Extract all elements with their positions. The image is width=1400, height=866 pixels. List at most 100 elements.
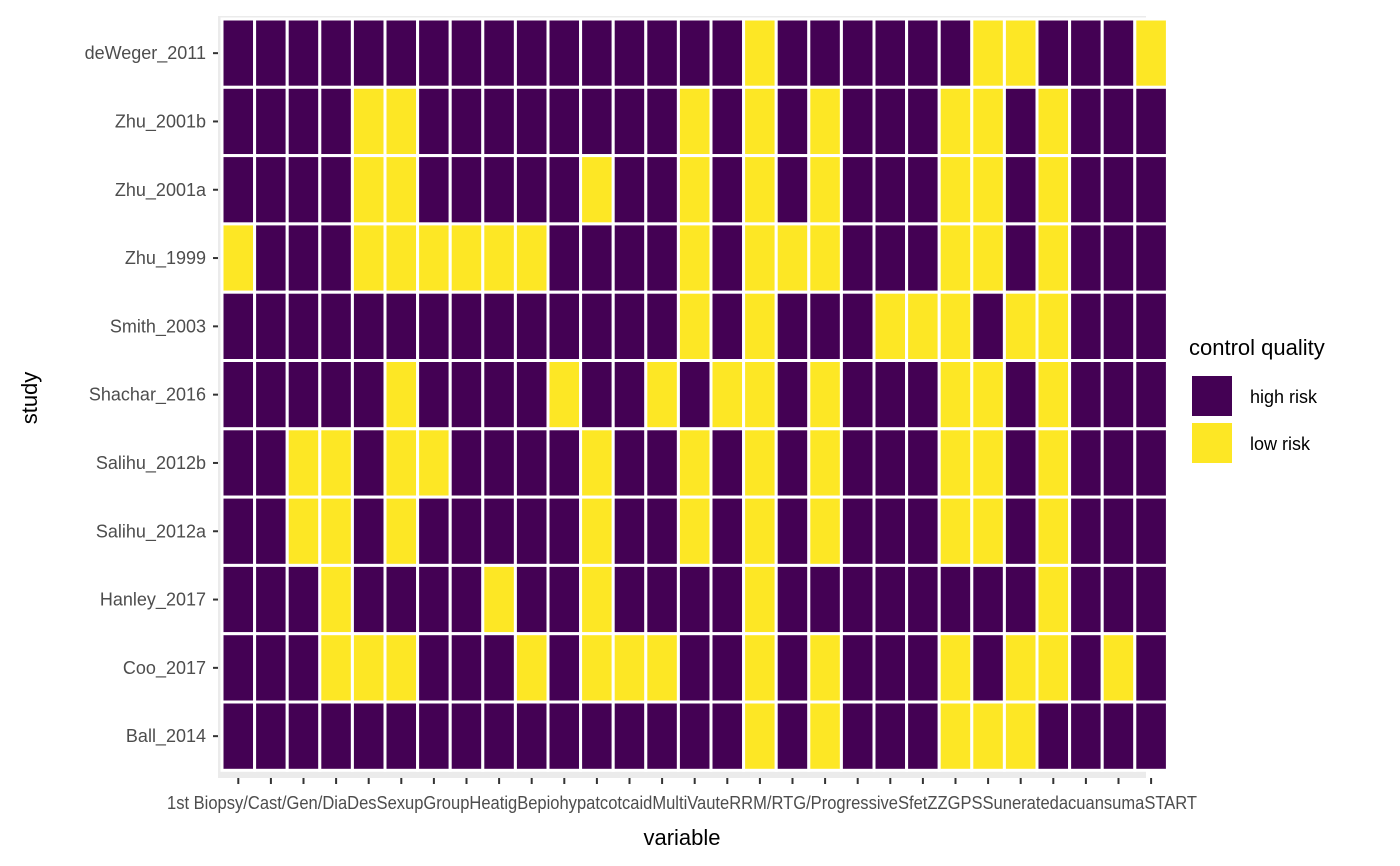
heatmap-tile <box>546 17 583 89</box>
heatmap-tile <box>774 563 811 636</box>
heatmap-tile <box>579 85 615 158</box>
heatmap-tile <box>807 17 843 89</box>
heatmap-tile <box>676 359 713 431</box>
heatmap-tile <box>383 563 420 636</box>
heatmap-tile <box>220 632 257 704</box>
heatmap-tile <box>1002 154 1039 226</box>
heatmap-tile <box>448 154 485 226</box>
heatmap-tile <box>383 700 420 772</box>
heatmap-tile <box>579 495 615 567</box>
heatmap-tile <box>481 563 517 636</box>
heatmap-tile <box>318 290 354 363</box>
heatmap-tile <box>807 85 843 158</box>
heatmap-tile <box>676 700 713 772</box>
y-tick-label: Shachar_2016 <box>89 385 206 406</box>
heatmap-tile <box>872 222 909 294</box>
heatmap-tile <box>807 222 843 294</box>
heatmap-tile <box>742 85 778 158</box>
heatmap-tile <box>1068 222 1104 294</box>
heatmap-tile <box>970 290 1006 363</box>
heatmap-tile <box>416 17 452 89</box>
heatmap-tile <box>448 563 485 636</box>
heatmap-tile <box>905 700 941 772</box>
heatmap-tile <box>253 85 289 158</box>
heatmap-tile <box>709 359 746 431</box>
heatmap-tile <box>1002 85 1039 158</box>
heatmap-tile <box>350 700 387 772</box>
y-tick-label: Hanley_2017 <box>100 590 206 611</box>
heatmap-tile <box>1002 427 1039 499</box>
heatmap-tile <box>579 632 615 704</box>
heatmap-tile <box>774 154 811 226</box>
heatmap-tile <box>937 700 974 772</box>
heatmap-tile <box>1002 700 1039 772</box>
heatmap-tile <box>1133 563 1169 636</box>
heatmap-tile <box>383 85 420 158</box>
heatmap-tile <box>220 222 257 294</box>
heatmap-tile <box>1068 700 1104 772</box>
heatmap-tile <box>905 359 941 431</box>
heatmap-tile <box>872 700 909 772</box>
heatmap-tile <box>709 632 746 704</box>
heatmap-tile <box>1100 17 1137 89</box>
heatmap-tile <box>546 359 583 431</box>
heatmap-tile <box>742 290 778 363</box>
heatmap-tile <box>1035 495 1072 567</box>
heatmap-tile <box>253 222 289 294</box>
heatmap-tile <box>1068 632 1104 704</box>
heatmap-tile <box>774 359 811 431</box>
heatmap-tile <box>970 495 1006 567</box>
heatmap-tile <box>513 700 550 772</box>
legend-label: high risk <box>1250 387 1318 407</box>
heatmap-tile <box>970 85 1006 158</box>
heatmap-tile <box>937 222 974 294</box>
heatmap-tile <box>416 154 452 226</box>
heatmap-tile <box>448 85 485 158</box>
heatmap-tile <box>318 222 354 294</box>
heatmap-tile <box>1100 290 1137 363</box>
y-tick-label: Salihu_2012b <box>96 453 206 474</box>
heatmap-tile <box>220 700 257 772</box>
heatmap-tile <box>905 154 941 226</box>
heatmap-tile <box>1100 563 1137 636</box>
heatmap-tile <box>839 632 876 704</box>
heatmap-tile <box>546 563 583 636</box>
heatmap-tile <box>513 222 550 294</box>
heatmap-tile <box>644 17 680 89</box>
heatmap-tile <box>579 154 615 226</box>
heatmap-tile <box>611 427 648 499</box>
heatmap-tile <box>1133 222 1169 294</box>
heatmap-tile <box>220 427 257 499</box>
x-axis: 1st Biopsy/Cast/Gen/DiaDesSexupGroupHeat… <box>167 778 1197 813</box>
heatmap-tile <box>872 85 909 158</box>
heatmap-tile <box>1002 359 1039 431</box>
heatmap-tile <box>220 85 257 158</box>
heatmap-tile <box>579 222 615 294</box>
y-tick-label: Ball_2014 <box>126 726 206 747</box>
heatmap-tile <box>742 154 778 226</box>
heatmap-tile <box>1100 632 1137 704</box>
heatmap-tile <box>905 632 941 704</box>
heatmap-tile <box>481 85 517 158</box>
heatmap-tile <box>383 359 420 431</box>
heatmap-tile <box>709 290 746 363</box>
heatmap-tile <box>416 85 452 158</box>
heatmap-tile <box>513 427 550 499</box>
heatmap-tile <box>1035 632 1072 704</box>
heatmap-tile <box>872 495 909 567</box>
heatmap-tile <box>285 495 322 567</box>
legend-swatch <box>1190 374 1234 418</box>
heatmap-tile <box>644 632 680 704</box>
heatmap-tile <box>285 427 322 499</box>
x-axis-title: variable <box>643 825 720 850</box>
heatmap-tile <box>285 632 322 704</box>
heatmap-tile <box>970 154 1006 226</box>
heatmap-tile <box>448 290 485 363</box>
heatmap-tile <box>709 427 746 499</box>
heatmap-tile <box>905 495 941 567</box>
heatmap-tile <box>220 359 257 431</box>
heatmap-tile <box>937 85 974 158</box>
heatmap-tile <box>742 563 778 636</box>
heatmap-tile <box>383 632 420 704</box>
heatmap-tile <box>513 563 550 636</box>
